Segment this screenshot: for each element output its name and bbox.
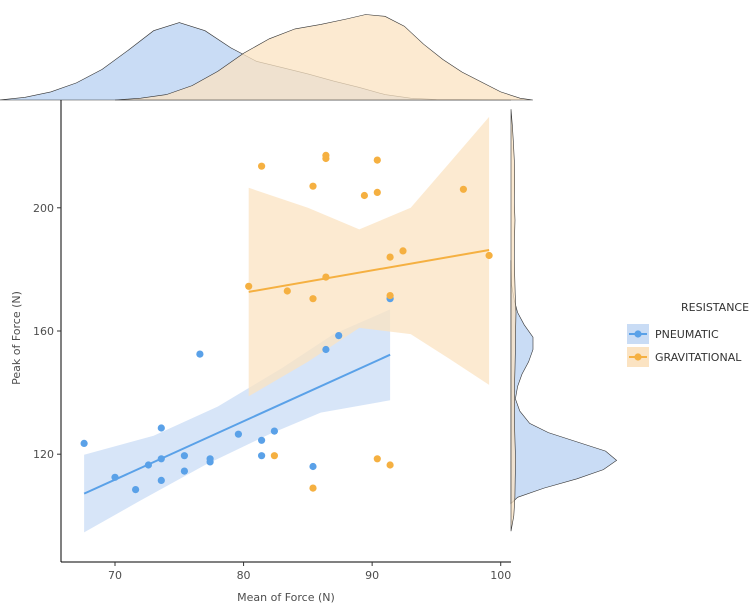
point-gravitational-4 bbox=[309, 182, 317, 190]
point-pneumatic-8 bbox=[180, 467, 188, 475]
y-axis-title: Peak of Force (N) bbox=[10, 291, 23, 385]
point-gravitational-10 bbox=[360, 191, 368, 200]
point-gravitational-15 bbox=[386, 461, 394, 469]
x-tick-label-100: 100 bbox=[490, 569, 511, 582]
right-density-pneumatic bbox=[510, 260, 618, 505]
point-pneumatic-16 bbox=[309, 462, 317, 471]
point-pneumatic-2 bbox=[132, 486, 140, 494]
confidence-band-pneumatic bbox=[84, 309, 391, 533]
point-gravitational-2 bbox=[270, 452, 278, 460]
y-tick-label-160: 160 bbox=[33, 325, 54, 338]
main-plot-panel bbox=[80, 116, 493, 533]
point-gravitational-8 bbox=[322, 154, 330, 163]
legend-title: RESISTANCE bbox=[681, 301, 749, 314]
point-pneumatic-12 bbox=[234, 430, 242, 438]
point-pneumatic-13 bbox=[258, 436, 266, 444]
right-density-gravitational bbox=[510, 109, 517, 532]
x-axis-title: Mean of Force (N) bbox=[237, 591, 335, 604]
point-pneumatic-6 bbox=[157, 424, 165, 432]
point-gravitational-3 bbox=[283, 287, 291, 295]
point-gravitational-1 bbox=[258, 162, 266, 170]
confidence-band-gravitational bbox=[248, 116, 490, 397]
point-pneumatic-3 bbox=[144, 461, 152, 469]
legend-key-point bbox=[634, 330, 642, 338]
axes: 70 80 90 100 120 160 200 bbox=[33, 100, 511, 582]
x-tick-label-70: 70 bbox=[108, 569, 122, 582]
top-density-panel bbox=[0, 14, 533, 101]
y-tick-label-200: 200 bbox=[33, 202, 54, 215]
x-tick-label-80: 80 bbox=[237, 569, 251, 582]
point-gravitational-0 bbox=[245, 282, 253, 290]
point-gravitational-16 bbox=[386, 253, 394, 261]
y-tick-label-120: 120 bbox=[33, 448, 54, 461]
point-pneumatic-11 bbox=[206, 458, 214, 466]
point-pneumatic-0 bbox=[80, 439, 88, 447]
x-tick-label-90: 90 bbox=[365, 569, 379, 582]
legend-item-pneumatic: PNEUMATIC bbox=[627, 324, 719, 344]
point-pneumatic-18 bbox=[335, 332, 343, 340]
point-pneumatic-9 bbox=[196, 350, 204, 358]
confidence-ribbons bbox=[84, 116, 490, 533]
point-pneumatic-5 bbox=[157, 476, 165, 484]
legend: RESISTANCE PNEUMATIC GRAVITATIONAL bbox=[627, 301, 749, 367]
fit-lines bbox=[83, 249, 490, 495]
point-gravitational-19 bbox=[485, 251, 493, 260]
fit-line-pneumatic bbox=[83, 353, 391, 495]
legend-label: GRAVITATIONAL bbox=[655, 351, 742, 364]
right-density-panel bbox=[510, 109, 618, 532]
point-gravitational-5 bbox=[309, 295, 317, 303]
fit-line-gravitational bbox=[248, 249, 490, 293]
legend-key-point bbox=[634, 353, 642, 361]
point-gravitational-11 bbox=[373, 156, 381, 164]
point-pneumatic-15 bbox=[270, 427, 278, 435]
point-pneumatic-17 bbox=[322, 345, 330, 354]
point-pneumatic-14 bbox=[258, 452, 266, 460]
point-gravitational-13 bbox=[373, 455, 381, 463]
point-gravitational-9 bbox=[322, 273, 330, 281]
legend-item-gravitational: GRAVITATIONAL bbox=[627, 347, 742, 367]
point-gravitational-14 bbox=[386, 292, 394, 300]
legend-label: PNEUMATIC bbox=[655, 328, 719, 341]
top-density-gravitational bbox=[114, 14, 533, 101]
point-gravitational-18 bbox=[459, 185, 467, 193]
point-pneumatic-1 bbox=[111, 473, 119, 481]
point-gravitational-6 bbox=[309, 484, 317, 492]
point-pneumatic-7 bbox=[180, 452, 188, 460]
point-gravitational-17 bbox=[399, 247, 407, 255]
scatter-points bbox=[80, 151, 493, 494]
point-gravitational-12 bbox=[373, 188, 381, 196]
point-pneumatic-4 bbox=[157, 455, 165, 463]
